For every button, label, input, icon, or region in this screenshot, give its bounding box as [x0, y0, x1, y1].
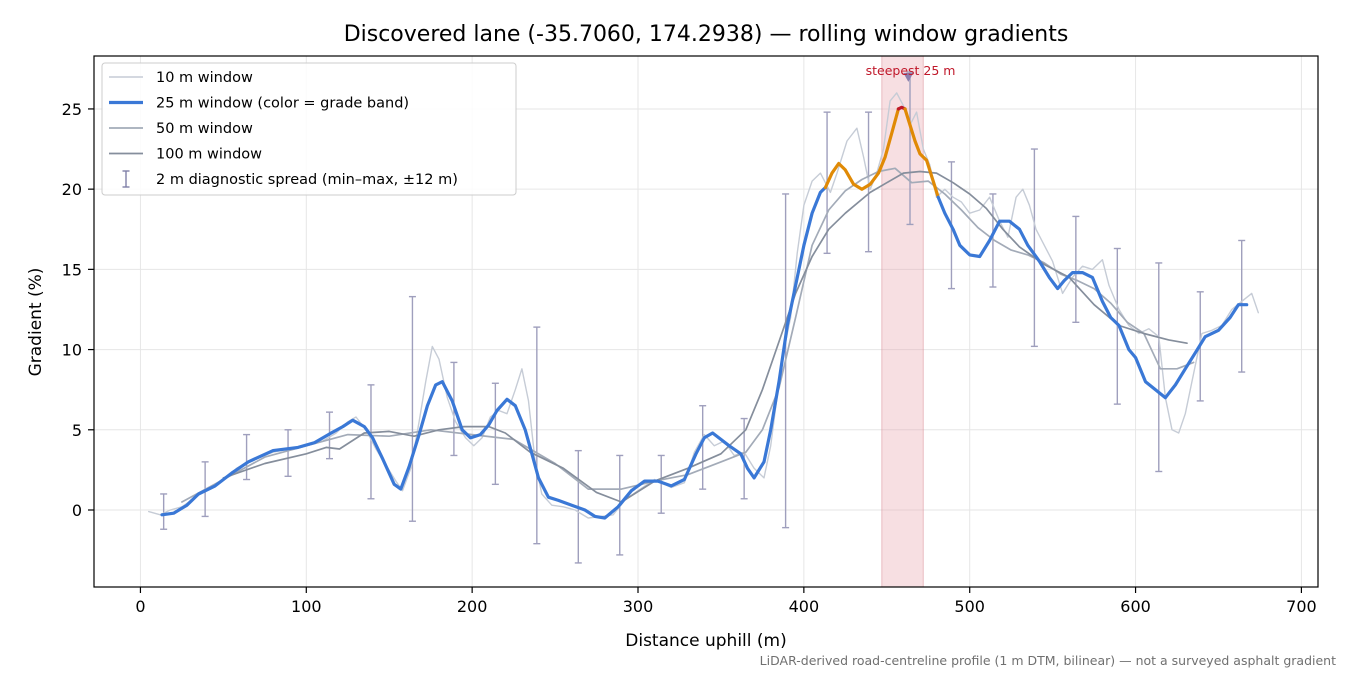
- x-axis-label: Distance uphill (m): [625, 631, 786, 651]
- grade-band-segment: [936, 195, 1249, 400]
- y-tick-label: 15: [62, 260, 82, 279]
- x-tick-label: 500: [954, 597, 985, 616]
- x-tick-label: 400: [789, 597, 820, 616]
- legend-label: 2 m diagnostic spread (min–max, ±12 m): [156, 172, 458, 188]
- chart-title: Discovered lane (-35.7060, 174.2938) — r…: [344, 22, 1069, 47]
- legend: 10 m window 25 m window (color = grade ba…: [101, 62, 517, 196]
- errorbar: [284, 429, 292, 478]
- y-axis-label: Gradient (%): [26, 268, 46, 377]
- steepest-section-highlight: [881, 55, 924, 588]
- errorbar: [906, 71, 914, 226]
- y-tick-label: 5: [72, 421, 82, 440]
- y-tick-label: 10: [62, 341, 82, 360]
- steepest-annotation: steepest 25 m: [866, 63, 956, 78]
- legend-entry: 50 m window: [109, 121, 253, 137]
- annotations: steepest 25 m: [866, 63, 956, 82]
- errorbar: [1072, 215, 1080, 324]
- x-tick-label: 0: [135, 597, 145, 616]
- x-tick-label: 700: [1286, 597, 1317, 616]
- steepest-marker: [903, 72, 914, 82]
- legend-label: 50 m window: [156, 121, 253, 137]
- errorbar: [989, 193, 997, 288]
- grade-band-segment: [903, 107, 940, 199]
- series-line: [181, 167, 1195, 503]
- x-tick-label: 300: [623, 597, 654, 616]
- errorbar: [699, 405, 707, 490]
- y-tick-label: 20: [62, 180, 82, 199]
- x-axis-ticks: 0 100 200 300 400 500 600 700: [135, 587, 1317, 616]
- x-tick-label: 600: [1120, 597, 1151, 616]
- errorbar: [533, 326, 541, 545]
- legend-entry: 100 m window: [109, 147, 262, 163]
- legend-entry: 25 m window (color = grade band): [109, 96, 409, 112]
- legend-box: [101, 62, 517, 196]
- errorbar: [657, 454, 665, 514]
- y-axis-ticks: 0 5 10 15 20 25: [62, 100, 94, 520]
- errorbar: [1113, 247, 1121, 405]
- series-line: [160, 185, 827, 520]
- x-tick-label: 100: [291, 597, 322, 616]
- steepest-band: [881, 55, 924, 588]
- series-line: [222, 170, 1188, 503]
- errorbar: [1030, 148, 1038, 348]
- footnote: LiDAR-derived road-centreline profile (1…: [760, 653, 1336, 668]
- series-lines: [148, 92, 1259, 520]
- x-tick-label: 200: [457, 597, 488, 616]
- legend-entry: 2 m diagnostic spread (min–max, ±12 m): [122, 170, 458, 188]
- plot-frame: [93, 55, 1319, 588]
- y-tick-label: 0: [72, 501, 82, 520]
- errorbar: [243, 433, 251, 481]
- errorbar: [367, 384, 375, 500]
- y-tick-label: 25: [62, 100, 82, 119]
- errorbar: [491, 382, 499, 486]
- errorbar: [160, 493, 168, 530]
- legend-entry: 10 m window: [109, 70, 253, 86]
- legend-label: 25 m window (color = grade band): [156, 96, 409, 112]
- legend-label: 100 m window: [156, 147, 262, 163]
- grade-band-segment: [823, 107, 900, 191]
- legend-label: 10 m window: [156, 70, 253, 86]
- errorbar: [408, 295, 416, 522]
